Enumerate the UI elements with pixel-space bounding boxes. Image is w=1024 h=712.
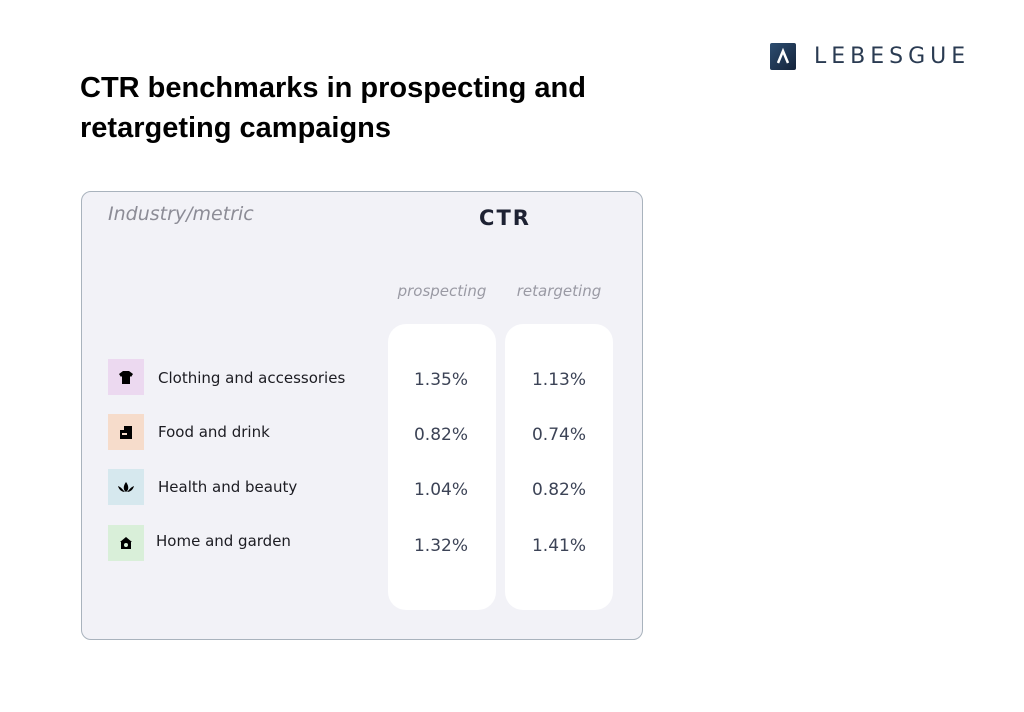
metric-header: CTR [479, 206, 531, 230]
cell: 1.41% [531, 536, 586, 556]
column-panel [388, 324, 496, 610]
row-icon [108, 359, 144, 395]
cell: 1.04% [413, 480, 468, 500]
cell: 1.13% [531, 370, 586, 390]
icon-shirt [119, 371, 133, 384]
column-header: retargeting [516, 282, 602, 300]
icon-lotus [118, 482, 134, 492]
column-header: prospecting [397, 282, 487, 300]
row-label: Health and beauty [158, 478, 298, 496]
cell: 0.82% [531, 480, 586, 500]
cell: 1.35% [413, 370, 468, 390]
cell: 0.82% [413, 425, 468, 445]
row-label: Food and drink [158, 423, 270, 441]
row-label: Home and garden [156, 532, 291, 550]
row-icon [108, 525, 144, 561]
icon-food [120, 426, 132, 439]
cell: 1.32% [413, 536, 468, 556]
row-icon [108, 414, 144, 450]
logo-glyph [776, 47, 790, 64]
title: CTR benchmarks in prospecting and retarg… [80, 72, 586, 144]
column-panel [505, 324, 613, 610]
cell: 0.74% [531, 425, 586, 445]
logo-text: LEBESGUE [814, 44, 971, 69]
corner-label: Industry/metric [108, 203, 254, 225]
icon-home [120, 537, 132, 549]
row-label: Clothing and accessories [158, 369, 346, 387]
row-icon [108, 469, 144, 505]
logo-icon [770, 43, 796, 70]
